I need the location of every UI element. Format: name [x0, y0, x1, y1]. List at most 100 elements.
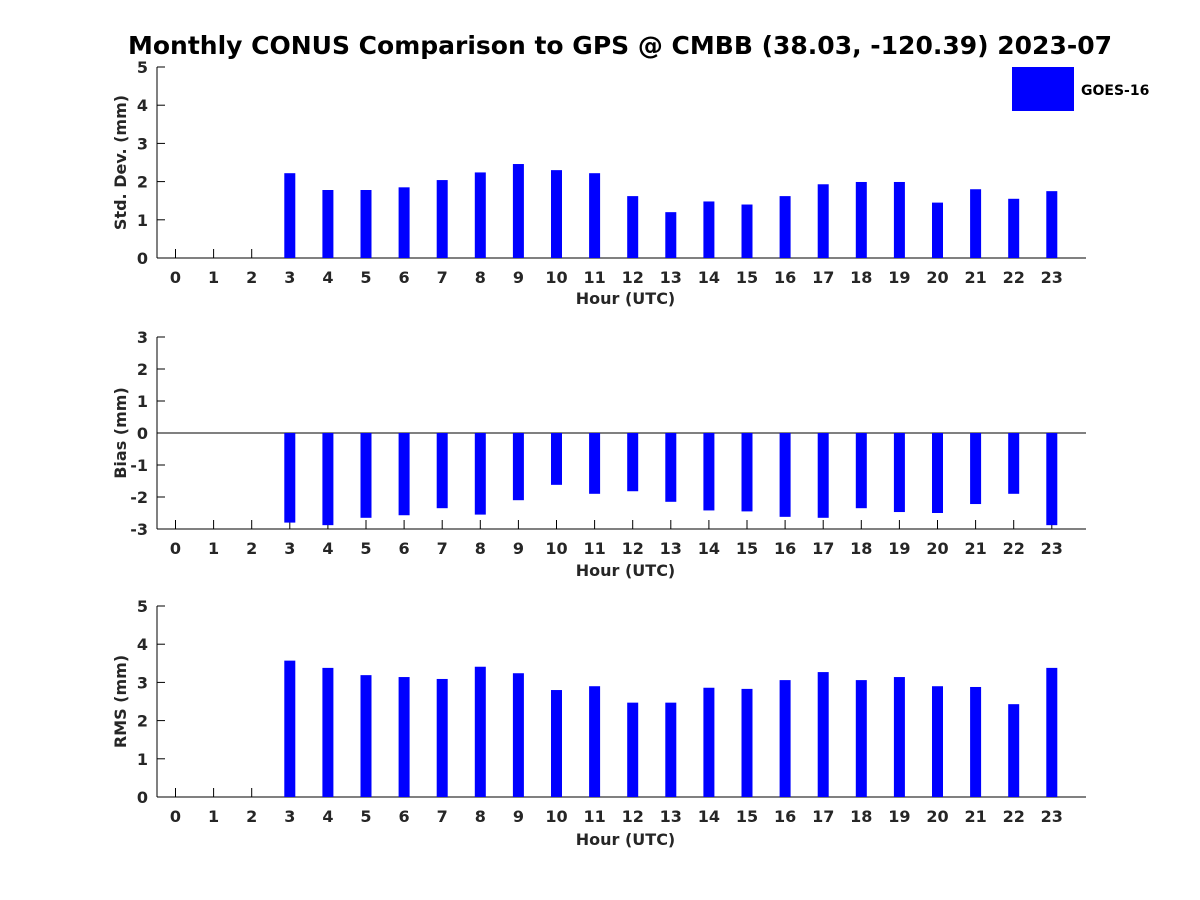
y-tick-label: 1 [137, 392, 148, 411]
bar-bias-hour-13 [665, 433, 677, 502]
x-axis-label: Hour (UTC) [576, 830, 676, 849]
x-tick-label: 16 [774, 268, 796, 287]
x-tick-label: 3 [284, 268, 295, 287]
bar-rms-hour-17 [817, 672, 829, 797]
y-tick-label: -1 [130, 456, 148, 475]
x-tick-label: 6 [399, 807, 410, 826]
x-axis-label: Hour (UTC) [576, 561, 676, 580]
bar-rms-hour-22 [1008, 704, 1020, 797]
x-tick-label: 9 [513, 268, 524, 287]
y-axis-label: Bias (mm) [111, 387, 130, 479]
bar-rms-hour-15 [741, 688, 753, 797]
x-tick-label: 17 [812, 539, 834, 558]
bar-std-dev-hour-19 [893, 181, 905, 258]
x-tick-label: 18 [850, 268, 872, 287]
bar-std-dev-hour-20 [932, 202, 943, 258]
bar-bias-hour-19 [893, 433, 905, 513]
bar-std-dev-hour-17 [817, 184, 829, 258]
x-tick-label: 12 [622, 268, 644, 287]
x-tick-label: 13 [660, 268, 682, 287]
x-tick-label: 23 [1041, 268, 1063, 287]
bar-std-dev-hour-6 [398, 187, 410, 258]
x-tick-label: 11 [583, 539, 605, 558]
bar-rms-hour-18 [855, 680, 867, 797]
x-tick-label: 20 [926, 539, 948, 558]
bar-bias-hour-20 [932, 433, 943, 513]
x-tick-label: 14 [698, 268, 720, 287]
bar-bias-hour-12 [627, 433, 639, 492]
x-tick-label: 17 [812, 807, 834, 826]
bar-rms-hour-7 [436, 678, 448, 797]
y-tick-label: 2 [137, 712, 148, 731]
bar-std-dev-hour-7 [436, 180, 448, 258]
x-tick-label: 20 [926, 268, 948, 287]
x-tick-label: 18 [850, 807, 872, 826]
bar-rms-hour-20 [932, 686, 943, 797]
bar-std-dev-hour-4 [322, 190, 334, 258]
bar-std-dev-hour-5 [360, 190, 372, 258]
x-tick-label: 6 [399, 539, 410, 558]
x-tick-label: 9 [513, 539, 524, 558]
x-tick-label: 15 [736, 807, 758, 826]
bar-bias-hour-16 [779, 433, 791, 517]
bar-rms-hour-8 [474, 666, 486, 797]
x-tick-label: 22 [1003, 539, 1025, 558]
legend-swatch-goes-16 [1012, 67, 1074, 111]
bar-rms-hour-14 [703, 687, 715, 797]
x-tick-label: 9 [513, 807, 524, 826]
bar-rms-hour-11 [589, 686, 601, 797]
x-tick-label: 11 [583, 807, 605, 826]
x-tick-label: 4 [322, 268, 333, 287]
x-tick-label: 23 [1041, 539, 1063, 558]
y-tick-label: 1 [137, 211, 148, 230]
x-tick-label: 12 [622, 807, 644, 826]
bar-std-dev-hour-14 [703, 201, 715, 258]
bar-bias-hour-17 [817, 433, 829, 518]
x-tick-label: 1 [208, 268, 219, 287]
x-tick-label: 7 [437, 807, 448, 826]
x-tick-label: 10 [545, 268, 567, 287]
x-tick-label: 2 [246, 539, 257, 558]
bar-bias-hour-4 [322, 433, 334, 526]
y-axis-label: RMS (mm) [111, 655, 130, 748]
x-tick-label: 11 [583, 268, 605, 287]
x-tick-label: 5 [360, 539, 371, 558]
x-tick-label: 7 [437, 539, 448, 558]
x-tick-label: 5 [360, 268, 371, 287]
y-tick-label: -3 [130, 520, 148, 539]
x-tick-label: 8 [475, 268, 486, 287]
x-tick-label: 3 [284, 807, 295, 826]
x-tick-label: 2 [246, 807, 257, 826]
bar-rms-hour-5 [360, 675, 372, 797]
bar-bias-hour-22 [1008, 433, 1020, 494]
x-tick-label: 21 [964, 268, 986, 287]
bar-std-dev-hour-16 [779, 196, 791, 258]
x-tick-label: 13 [660, 807, 682, 826]
x-tick-label: 14 [698, 807, 720, 826]
bar-bias-hour-15 [741, 433, 753, 512]
x-tick-label: 7 [437, 268, 448, 287]
x-tick-label: 15 [736, 268, 758, 287]
bar-rms-hour-6 [398, 677, 410, 797]
x-tick-label: 23 [1041, 807, 1063, 826]
x-tick-label: 16 [774, 539, 796, 558]
bar-rms-hour-16 [779, 680, 791, 797]
bar-rms-hour-19 [893, 677, 905, 797]
chart-title: Monthly CONUS Comparison to GPS @ CMBB (… [128, 31, 1112, 60]
x-tick-label: 10 [545, 539, 567, 558]
bar-bias-hour-8 [474, 433, 486, 515]
x-tick-label: 20 [926, 807, 948, 826]
x-tick-label: 5 [360, 807, 371, 826]
bar-std-dev-hour-10 [551, 170, 562, 258]
bar-std-dev-hour-12 [627, 196, 639, 258]
bar-bias-hour-23 [1046, 433, 1058, 526]
bar-bias-hour-10 [551, 433, 562, 485]
bar-std-dev-hour-22 [1008, 198, 1020, 258]
x-tick-label: 4 [322, 539, 333, 558]
x-tick-label: 13 [660, 539, 682, 558]
